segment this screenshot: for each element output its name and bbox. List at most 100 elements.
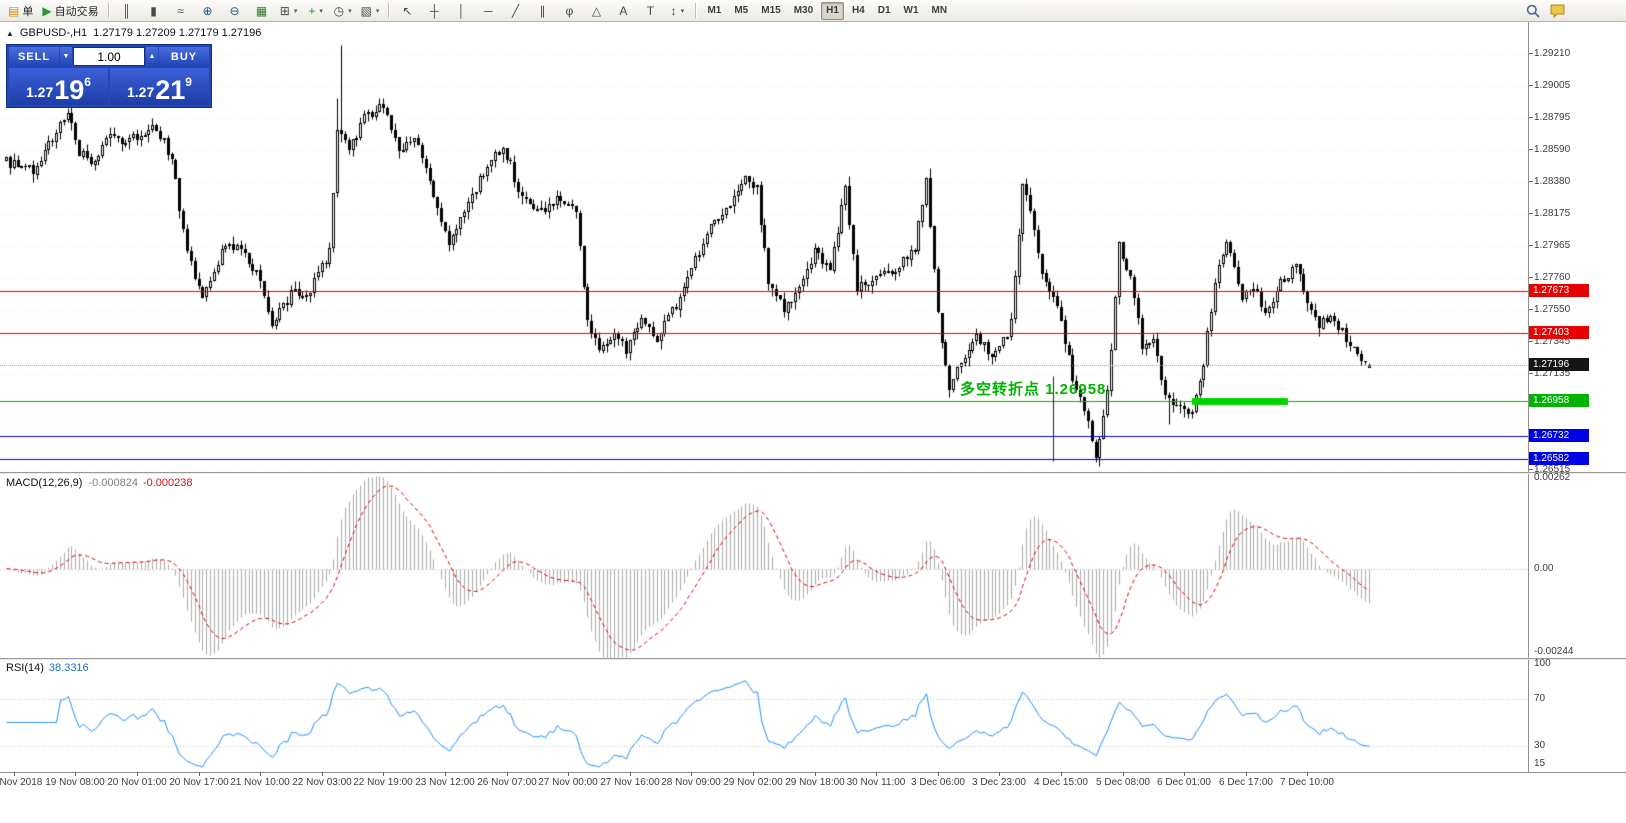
trendline-button[interactable]: ╱ xyxy=(502,1,528,21)
price-tag[interactable]: 1.26732 xyxy=(1529,429,1589,443)
price-axis-label: 1.27345 xyxy=(1528,335,1571,347)
time-axis-tick xyxy=(1184,772,1185,776)
volume-input[interactable] xyxy=(73,47,145,66)
text-icon: A xyxy=(619,3,628,18)
chat-bubble-icon xyxy=(1550,4,1564,18)
price-tag[interactable]: 1.27403 xyxy=(1529,325,1589,339)
hor-line-icon: ─ xyxy=(484,3,493,18)
text-label-icon: T xyxy=(646,3,655,18)
autotrading-button[interactable]: ▶ 自动交易 xyxy=(38,1,102,21)
time-axis-label: 28 Nov 09:00 xyxy=(661,777,721,788)
macd-signal-value: -0.000238 xyxy=(142,477,193,489)
timeframe-m30-button[interactable]: M30 xyxy=(793,5,814,16)
timeframe-w1-button[interactable]: W1 xyxy=(903,5,919,16)
fibonacci-button[interactable]: φ xyxy=(556,1,582,21)
panel-separator[interactable] xyxy=(0,472,1626,474)
volume-increase-button[interactable]: ▲ xyxy=(146,47,158,66)
channel-icon: ∥ xyxy=(539,3,546,18)
zoom-in-button[interactable]: ⊕ xyxy=(195,1,221,21)
symbol-search-button[interactable] xyxy=(1524,2,1542,20)
timeframe-mn-button[interactable]: MN xyxy=(931,5,948,16)
hor-line-button[interactable]: ─ xyxy=(475,1,501,21)
order-ticket-icon: ▤ xyxy=(8,3,20,18)
indicators-button[interactable]: + ▾ xyxy=(303,1,329,21)
time-axis[interactable] xyxy=(0,772,1626,793)
candlestick-mode-button[interactable]: ▮ xyxy=(141,1,167,21)
chevron-down-icon: ▾ xyxy=(293,7,298,15)
sell-price-point: 6 xyxy=(84,75,91,89)
buy-button[interactable]: BUY xyxy=(159,47,209,66)
arrows-icon: ↕ xyxy=(670,3,677,18)
periods-button[interactable]: ◷ ▾ xyxy=(330,1,356,21)
timeframe-m5-button[interactable]: M5 xyxy=(734,5,749,16)
buy-price-display[interactable]: 1.27 21 9 xyxy=(110,68,209,105)
time-axis-label: 22 Nov 19:00 xyxy=(353,777,413,788)
one-click-collapse-icon[interactable]: ▲ xyxy=(6,28,14,38)
toolbar-separator xyxy=(695,3,697,18)
price-axis-label: 1.28175 xyxy=(1528,207,1571,219)
timeframe-m15-button[interactable]: M15 xyxy=(761,5,781,16)
macd-name: MACD(12,26,9) xyxy=(6,477,83,489)
time-axis-label: 3 Dec 23:00 xyxy=(972,777,1026,788)
new-order-button[interactable]: ▤ 单 xyxy=(4,1,37,21)
price-axis-label: 1.27550 xyxy=(1528,304,1571,316)
text-button[interactable]: A xyxy=(610,1,636,21)
price-tag[interactable]: 1.27196 xyxy=(1529,357,1589,371)
sell-price-base: 1.27 xyxy=(26,84,54,100)
bar-chart-mode-button[interactable]: ║ xyxy=(114,1,140,21)
price-axis-label: 1.26515 xyxy=(1528,463,1571,475)
buy-price-pips: 21 xyxy=(155,75,186,105)
arrows-button[interactable]: ↕ ▾ xyxy=(664,1,690,21)
macd-scale-label: -0.00244 xyxy=(1534,646,1574,658)
timeframe-h4-button[interactable]: H4 xyxy=(851,5,865,16)
text-label-button[interactable]: T xyxy=(637,1,663,21)
time-axis-tick xyxy=(445,772,446,776)
templates-button[interactable]: ▧ ▾ xyxy=(357,1,384,21)
price-axis-label: 1.28380 xyxy=(1528,176,1571,188)
sell-button[interactable]: SELL xyxy=(9,47,59,66)
vertical-line-button[interactable]: │ xyxy=(448,1,474,21)
rsi-scale-label: 15 xyxy=(1534,757,1546,769)
price-tag[interactable]: 1.26582 xyxy=(1529,452,1589,466)
timeframe-h1-button[interactable]: H1 xyxy=(821,1,844,20)
cursor-icon: ↖ xyxy=(402,3,413,18)
line-chart-mode-button[interactable]: ≈ xyxy=(168,1,194,21)
time-axis-tick xyxy=(75,772,76,776)
channel-button[interactable]: ∥ xyxy=(529,1,555,21)
volume-decrease-button[interactable]: ▼ xyxy=(60,47,72,66)
community-button[interactable] xyxy=(1548,2,1566,20)
chart-annotation[interactable]: 多空转折点 1.26958. xyxy=(960,381,1112,398)
shapes-button[interactable]: △ xyxy=(583,1,609,21)
timeframe-d1-button[interactable]: D1 xyxy=(877,5,891,16)
panel-separator[interactable] xyxy=(0,658,1626,660)
macd-canvas[interactable] xyxy=(0,474,1528,658)
new-chart-icon: ⊞ xyxy=(279,3,290,18)
toolbar-right-area xyxy=(1524,2,1566,20)
tile-windows-button[interactable]: ▦ xyxy=(249,1,275,21)
autotrading-play-icon: ▶ xyxy=(42,3,52,18)
toolbar: ▤ 单 ▶ 自动交易 ║ ▮ ≈ ⊕ ⊖ ▦ ⊞ ▾ + ▾ ◷ ▾ ▧ ▾ ↖ ┼ │ ─ ╱ ∥ φ △ A T ↕ ▾ M1 M5 M15… xyxy=(0,0,1626,22)
time-axis-label: 6 Dec 17:00 xyxy=(1219,777,1273,788)
price-tag[interactable]: 1.26958 xyxy=(1529,394,1589,408)
new-order-button-label: 单 xyxy=(22,5,34,18)
price-tag[interactable]: 1.27673 xyxy=(1529,284,1589,298)
ohlc-values: 1.27179 1.27209 1.27179 1.27196 xyxy=(93,27,262,39)
time-axis-tick xyxy=(137,772,138,776)
chevron-down-icon: ▼ xyxy=(62,53,70,60)
buy-price-base: 1.27 xyxy=(127,84,155,100)
cursor-button[interactable]: ↖ xyxy=(394,1,420,21)
timeframe-m1-button[interactable]: M1 xyxy=(707,5,722,16)
zoom-out-button[interactable]: ⊖ xyxy=(222,1,248,21)
sell-price-display[interactable]: 1.27 19 6 xyxy=(9,68,108,105)
crosshair-button[interactable]: ┼ xyxy=(421,1,447,21)
rsi-canvas[interactable] xyxy=(0,660,1528,772)
price-chart-canvas[interactable] xyxy=(0,22,1528,472)
new-chart-button[interactable]: ⊞ ▾ xyxy=(276,1,302,21)
macd-main-value: -0.000824 xyxy=(88,477,138,489)
toolbar-separator xyxy=(107,3,109,18)
time-axis-label: 27 Nov 16:00 xyxy=(600,777,660,788)
rsi-scale-label: 30 xyxy=(1534,740,1546,752)
time-axis-tick xyxy=(630,772,631,776)
price-axis-label: 1.28590 xyxy=(1528,143,1571,155)
